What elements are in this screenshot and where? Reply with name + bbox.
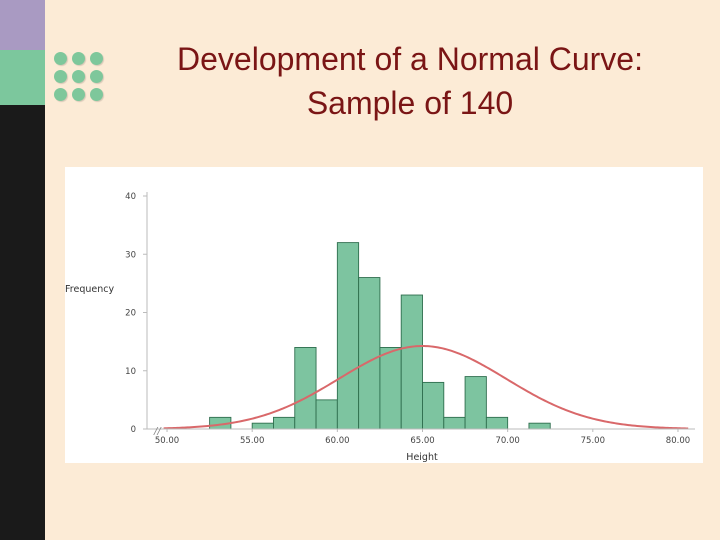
x-tick-label-4: 70.00 [495,436,519,446]
y-tick-label-2: 20 [125,309,136,319]
sidebar-accent-mid [0,50,45,105]
y-axis-label: Frequency [65,284,114,295]
dot-grid-icon [54,52,104,104]
slide-title: Development of a Normal Curve: Sample of… [110,37,710,125]
y-tick-label-0: 0 [131,425,136,435]
histogram-bar-5 [336,242,360,430]
sidebar-accent-top [0,0,45,50]
curve-layer [163,345,689,430]
histogram-bar-1 [251,422,274,430]
axis-break-mark: // [153,426,162,437]
histogram-bar-12 [485,416,509,430]
x-tick-label-3: 65.00 [410,436,434,446]
normal-curve [163,345,689,430]
x-tick-label-6: 80.00 [666,436,690,446]
y-tick-label-1: 10 [125,367,136,377]
histogram-bar-10 [443,416,466,430]
slide-title-line-1: Development of a Normal Curve: [177,41,643,77]
histogram-bar-13 [528,422,551,430]
x-tick-label-1: 55.00 [240,436,264,446]
histogram-bar-2 [273,416,296,430]
histogram-bar-11 [464,376,487,430]
histogram-bar-3 [294,346,317,430]
histogram-bar-8 [400,294,423,430]
bars-layer [209,242,551,430]
axes-layer: 0 10 20 30 40 50.00 55.00 60.00 65.00 70.00 75.00 8… [125,192,695,446]
histogram-bar-4 [315,399,338,430]
chart-panel: 0 10 20 30 40 50.00 55.00 60.00 65.00 70.00 75.00 8… [65,167,703,463]
histogram-bar-7 [379,346,402,430]
x-tick-label-0: 50.00 [155,436,179,446]
histogram-bar-6 [358,277,381,430]
y-tick-label-4: 40 [125,192,136,202]
histogram-chart: 0 10 20 30 40 50.00 55.00 60.00 65.00 70.00 75.00 8… [65,192,695,463]
x-axis-label: Height [406,452,438,463]
y-tick-label-3: 30 [125,250,136,260]
x-tick-label-2: 60.00 [325,436,349,446]
x-tick-label-5: 75.00 [581,436,605,446]
slide-title-line-2: Sample of 140 [306,85,514,121]
histogram-bar-9 [422,381,445,430]
